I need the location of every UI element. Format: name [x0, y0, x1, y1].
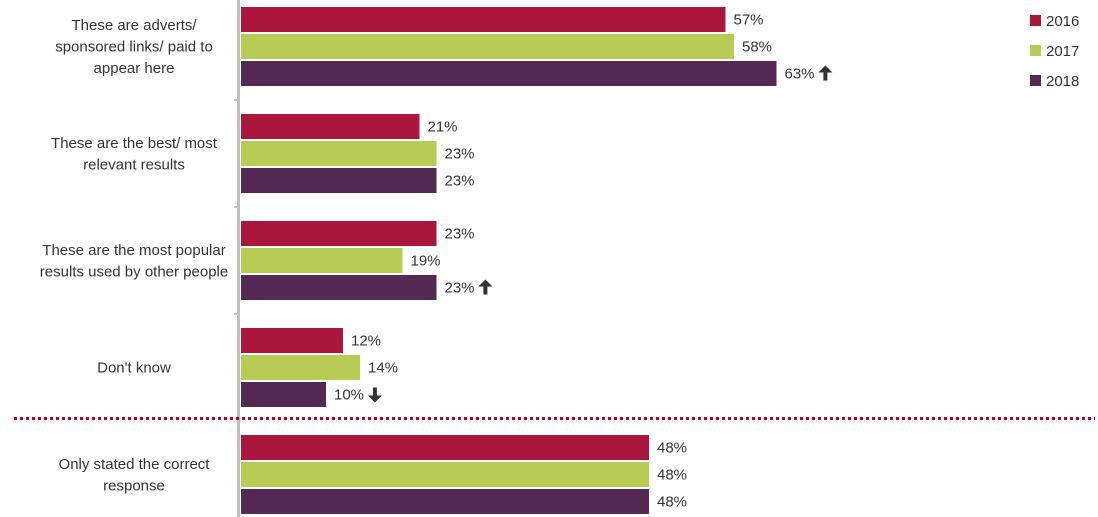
arrow-down-icon — [367, 387, 382, 403]
bar-2017-cat2 — [241, 248, 403, 273]
significance-arrows — [367, 65, 833, 403]
bar-2017-cat4 — [241, 462, 649, 487]
category-label-2: These are the most popular results used b… — [40, 242, 228, 281]
category-label-0: These are adverts/sponsored links/ paid … — [55, 17, 213, 77]
value-label-2017-cat3: 14% — [368, 360, 398, 377]
bar-2016-cat0 — [241, 7, 726, 32]
value-label-2017-cat0: 58% — [742, 39, 772, 56]
category-label-4: Only stated the correct response — [59, 456, 211, 495]
value-label-2018-cat0: 63% — [785, 66, 815, 83]
value-label-2016-cat0: 57% — [734, 12, 764, 29]
bar-2018-cat0 — [241, 61, 777, 86]
legend-label-2017: 2017 — [1046, 43, 1079, 60]
legend-swatch-2018 — [1030, 75, 1041, 86]
value-label-2017-cat2: 19% — [411, 253, 441, 270]
bar-2017-cat0 — [241, 34, 734, 59]
legend-label-2016: 2016 — [1046, 13, 1079, 30]
category-label-1: These are the best/ most relevant results — [51, 135, 218, 174]
bar-2018-cat4 — [241, 489, 649, 514]
bar-2018-cat3 — [241, 382, 326, 407]
arrow-up-icon — [478, 279, 493, 295]
category-labels: These are adverts/sponsored links/ paid … — [40, 17, 228, 494]
bar-2017-cat3 — [241, 355, 360, 380]
bar-2016-cat3 — [241, 328, 343, 353]
value-labels: 57%58%63%21%23%23%23%19%23%12%14%10%48%4… — [334, 12, 815, 511]
bar-2016-cat1 — [241, 114, 420, 139]
value-label-2018-cat1: 23% — [445, 173, 475, 190]
bars-layer — [241, 7, 777, 514]
bar-2016-cat4 — [241, 435, 649, 460]
value-label-2016-cat3: 12% — [351, 333, 381, 350]
y-axis — [14, 0, 1095, 517]
bar-2018-cat2 — [241, 275, 437, 300]
arrow-up-icon — [818, 65, 833, 81]
value-label-2017-cat1: 23% — [445, 146, 475, 163]
legend-label-2018: 2018 — [1046, 73, 1079, 90]
value-label-2016-cat1: 21% — [428, 119, 458, 136]
category-label-3: Don't know — [97, 360, 171, 377]
value-label-2018-cat3: 10% — [334, 387, 364, 404]
value-label-2018-cat4: 48% — [657, 494, 687, 511]
bar-2017-cat1 — [241, 141, 437, 166]
value-label-2017-cat4: 48% — [657, 467, 687, 484]
bar-2016-cat2 — [241, 221, 437, 246]
value-label-2016-cat2: 23% — [445, 226, 475, 243]
legend-swatch-2017 — [1030, 45, 1041, 56]
arrow-up-shape — [478, 279, 493, 295]
legend-swatch-2016 — [1030, 15, 1041, 26]
legend: 2016 2017 2018 — [1030, 13, 1079, 90]
value-label-2016-cat4: 48% — [657, 440, 687, 457]
arrow-up-shape — [818, 65, 833, 81]
value-label-2018-cat2: 23% — [445, 280, 475, 297]
bar-2018-cat1 — [241, 168, 437, 193]
arrow-down-shape — [367, 387, 382, 403]
